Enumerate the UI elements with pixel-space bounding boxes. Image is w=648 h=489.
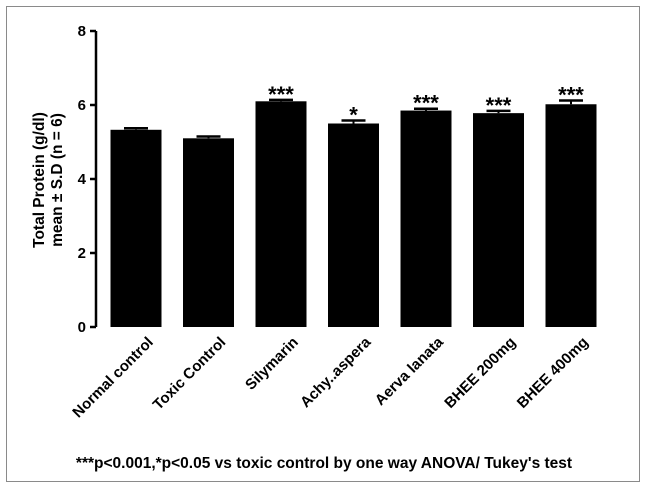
y-tick-label: 8 bbox=[78, 23, 86, 40]
y-tick-label: 0 bbox=[78, 319, 86, 336]
y-axis-label-line2: mean ± S.D (n = 6) bbox=[49, 113, 66, 247]
bar bbox=[255, 101, 307, 327]
x-tick-label: Normal control bbox=[69, 334, 156, 421]
significance-footnote: ***p<0.001,*p<0.05 vs toxic control by o… bbox=[75, 455, 573, 472]
significance-marker: *** bbox=[413, 91, 439, 116]
bars: **** *** *** *** bbox=[110, 82, 597, 327]
significance-marker: * bbox=[349, 103, 358, 128]
bar bbox=[473, 113, 524, 327]
x-tick-label: BHEE 200mg bbox=[441, 334, 519, 412]
y-axis-label-line1: Total Protein (g/dl) bbox=[31, 112, 48, 248]
y-tick-label: 6 bbox=[78, 97, 86, 114]
x-tick-label: Aerva lanata bbox=[372, 333, 448, 409]
bar bbox=[328, 123, 379, 327]
x-tick-label: Silymarin bbox=[242, 334, 302, 394]
y-axis: 0 2 4 6 8 bbox=[78, 23, 98, 336]
significance-marker: *** bbox=[268, 82, 294, 107]
x-tick-label: Achy..aspera bbox=[297, 333, 375, 411]
significance-marker: *** bbox=[486, 93, 512, 118]
x-tick-label: BHEE 400mg bbox=[514, 334, 592, 412]
bar bbox=[110, 129, 162, 327]
bar bbox=[545, 104, 597, 327]
significance-marker: *** bbox=[558, 83, 584, 108]
bar bbox=[183, 138, 234, 327]
bar bbox=[400, 110, 452, 327]
y-tick-label: 4 bbox=[78, 171, 87, 188]
y-tick-label: 2 bbox=[78, 245, 86, 262]
x-tick-label: Toxic Control bbox=[150, 334, 230, 414]
